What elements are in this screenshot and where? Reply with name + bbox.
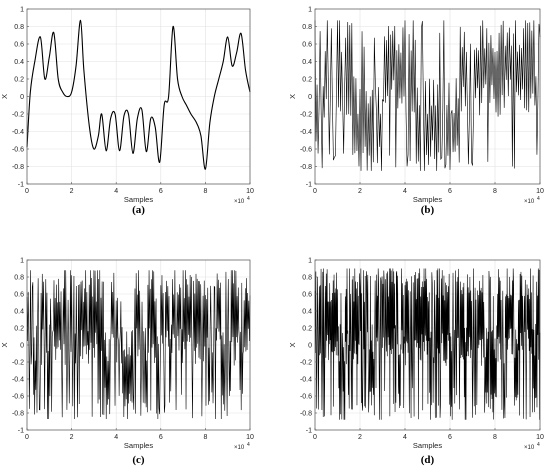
panel-a: 0 2 4 6 8 10 -1 -0.8 -0.6 -0.4 -0.2 0 0.2 0.4 0.6 0.8 1 S…: [0, 6, 254, 216]
y-tick-label: 0.2: [14, 76, 24, 83]
panel-b: 0 2 4 6 8 10 -1 -0.8 -0.6 -0.4 -0.2 0 0.2 0.4 0.6 0.8 1 S…: [288, 6, 544, 216]
grid: [26, 8, 251, 185]
series-line: [26, 19, 251, 170]
y-tick-label: -0.8: [300, 410, 312, 417]
y-tick-label: -0.6: [300, 146, 312, 153]
x-tick-label: 6: [159, 188, 163, 195]
y-tick-label: 0.4: [14, 308, 24, 315]
x-axis-label: Samples: [124, 441, 153, 450]
y-tick-label: 0.4: [302, 59, 312, 66]
y-tick-label: -0.4: [12, 129, 24, 136]
x-multiplier: ×10: [234, 445, 245, 451]
x-multiplier-exponent: 4: [537, 196, 540, 202]
x-tick-label: 8: [493, 434, 497, 441]
x-tick-label: 10: [536, 188, 544, 195]
y-tick-label: -0.2: [300, 111, 312, 118]
x-tick-label: 0: [313, 434, 317, 441]
y-tick-label: 0.6: [14, 291, 24, 298]
y-tick-label: 0.6: [302, 291, 312, 298]
y-axis-label: X: [0, 94, 9, 99]
y-tick-label: 0: [20, 94, 24, 101]
x-tick-label: 2: [70, 434, 74, 441]
panel-label: (d): [421, 454, 435, 466]
x-tick-label: 4: [403, 434, 407, 441]
x-tick-label: 8: [203, 188, 207, 195]
y-tick-label: 0: [308, 94, 312, 101]
y-axis-label: X: [288, 342, 297, 347]
y-tick-label: 0.8: [14, 274, 24, 281]
y-tick-label: -0.2: [12, 359, 24, 366]
y-tick-label: -1: [306, 427, 312, 434]
x-multiplier: ×10: [234, 199, 245, 205]
y-tick-label: -0.4: [300, 376, 312, 383]
x-tick-label: 0: [25, 188, 29, 195]
x-axis-label: Samples: [413, 195, 442, 204]
y-tick-label: 0.6: [302, 41, 312, 48]
x-tick-label: 10: [536, 434, 544, 441]
x-tick-label: 8: [493, 188, 497, 195]
y-tick-label: -0.6: [12, 393, 24, 400]
x-tick-label: 2: [70, 188, 74, 195]
x-multiplier: ×10: [524, 445, 535, 451]
x-multiplier-exponent: 4: [247, 442, 250, 448]
y-tick-label: 0: [20, 342, 24, 349]
x-tick-label: 2: [358, 434, 362, 441]
x-tick-label: 0: [25, 434, 29, 441]
series-line: [314, 268, 541, 420]
y-tick-label: -0.6: [300, 393, 312, 400]
y-tick-label: -0.6: [12, 146, 24, 153]
panel-c: 0 2 4 6 8 10 -1 -0.8 -0.6 -0.4 -0.2 0 0.2 0.4 0.6 0.8 1 S…: [0, 257, 254, 466]
x-tick-label: 2: [358, 188, 362, 195]
x-tick-label: 6: [448, 188, 452, 195]
y-tick-label: 0.8: [14, 24, 24, 31]
y-axis-label: X: [288, 94, 297, 99]
x-tick-label: 10: [246, 188, 254, 195]
y-tick-label: 0.2: [302, 76, 312, 83]
y-tick-label: 1: [20, 257, 24, 264]
x-tick-label: 8: [203, 434, 207, 441]
x-axis-label: Samples: [124, 195, 153, 204]
y-tick-label: 0.4: [302, 308, 312, 315]
y-tick-label: -0.2: [12, 111, 24, 118]
series-line: [314, 20, 541, 171]
y-tick-label: 0.8: [302, 24, 312, 31]
x-tick-label: 6: [448, 434, 452, 441]
y-tick-label: 1: [308, 6, 312, 13]
y-tick-label: 0.4: [14, 59, 24, 66]
y-tick-label: -0.8: [12, 410, 24, 417]
panel-label: (b): [421, 204, 435, 216]
x-tick-label: 10: [246, 434, 254, 441]
panel-label: (a): [132, 204, 145, 216]
panel-d: 0 2 4 6 8 10 -1 -0.8 -0.6 -0.4 -0.2 0 0.2 0.4 0.6 0.8 1 S…: [288, 257, 544, 466]
y-tick-label: 0.6: [14, 41, 24, 48]
x-tick-label: 4: [403, 188, 407, 195]
y-tick-label: -1: [306, 181, 312, 188]
y-tick-label: -0.2: [300, 359, 312, 366]
y-tick-label: 1: [308, 257, 312, 264]
y-axis-label: X: [0, 342, 9, 347]
y-tick-label: 0.2: [302, 325, 312, 332]
x-multiplier: ×10: [524, 199, 535, 205]
y-tick-label: -0.8: [300, 164, 312, 171]
x-multiplier-exponent: 4: [247, 196, 250, 202]
series-line: [26, 270, 251, 419]
panel-label: (c): [132, 454, 145, 466]
x-tick-label: 4: [114, 434, 118, 441]
y-tick-label: -0.4: [12, 376, 24, 383]
x-tick-label: 6: [159, 434, 163, 441]
y-tick-label: -1: [18, 427, 24, 434]
y-tick-label: -0.8: [12, 164, 24, 171]
x-multiplier-exponent: 4: [537, 442, 540, 448]
y-tick-label: -1: [18, 181, 24, 188]
y-tick-label: 0: [308, 342, 312, 349]
y-tick-label: -0.4: [300, 129, 312, 136]
y-tick-label: 1: [20, 6, 24, 13]
x-tick-label: 4: [114, 188, 118, 195]
x-axis-label: Samples: [413, 441, 442, 450]
y-tick-label: 0.8: [302, 274, 312, 281]
x-tick-label: 0: [313, 188, 317, 195]
y-tick-label: 0.2: [14, 325, 24, 332]
